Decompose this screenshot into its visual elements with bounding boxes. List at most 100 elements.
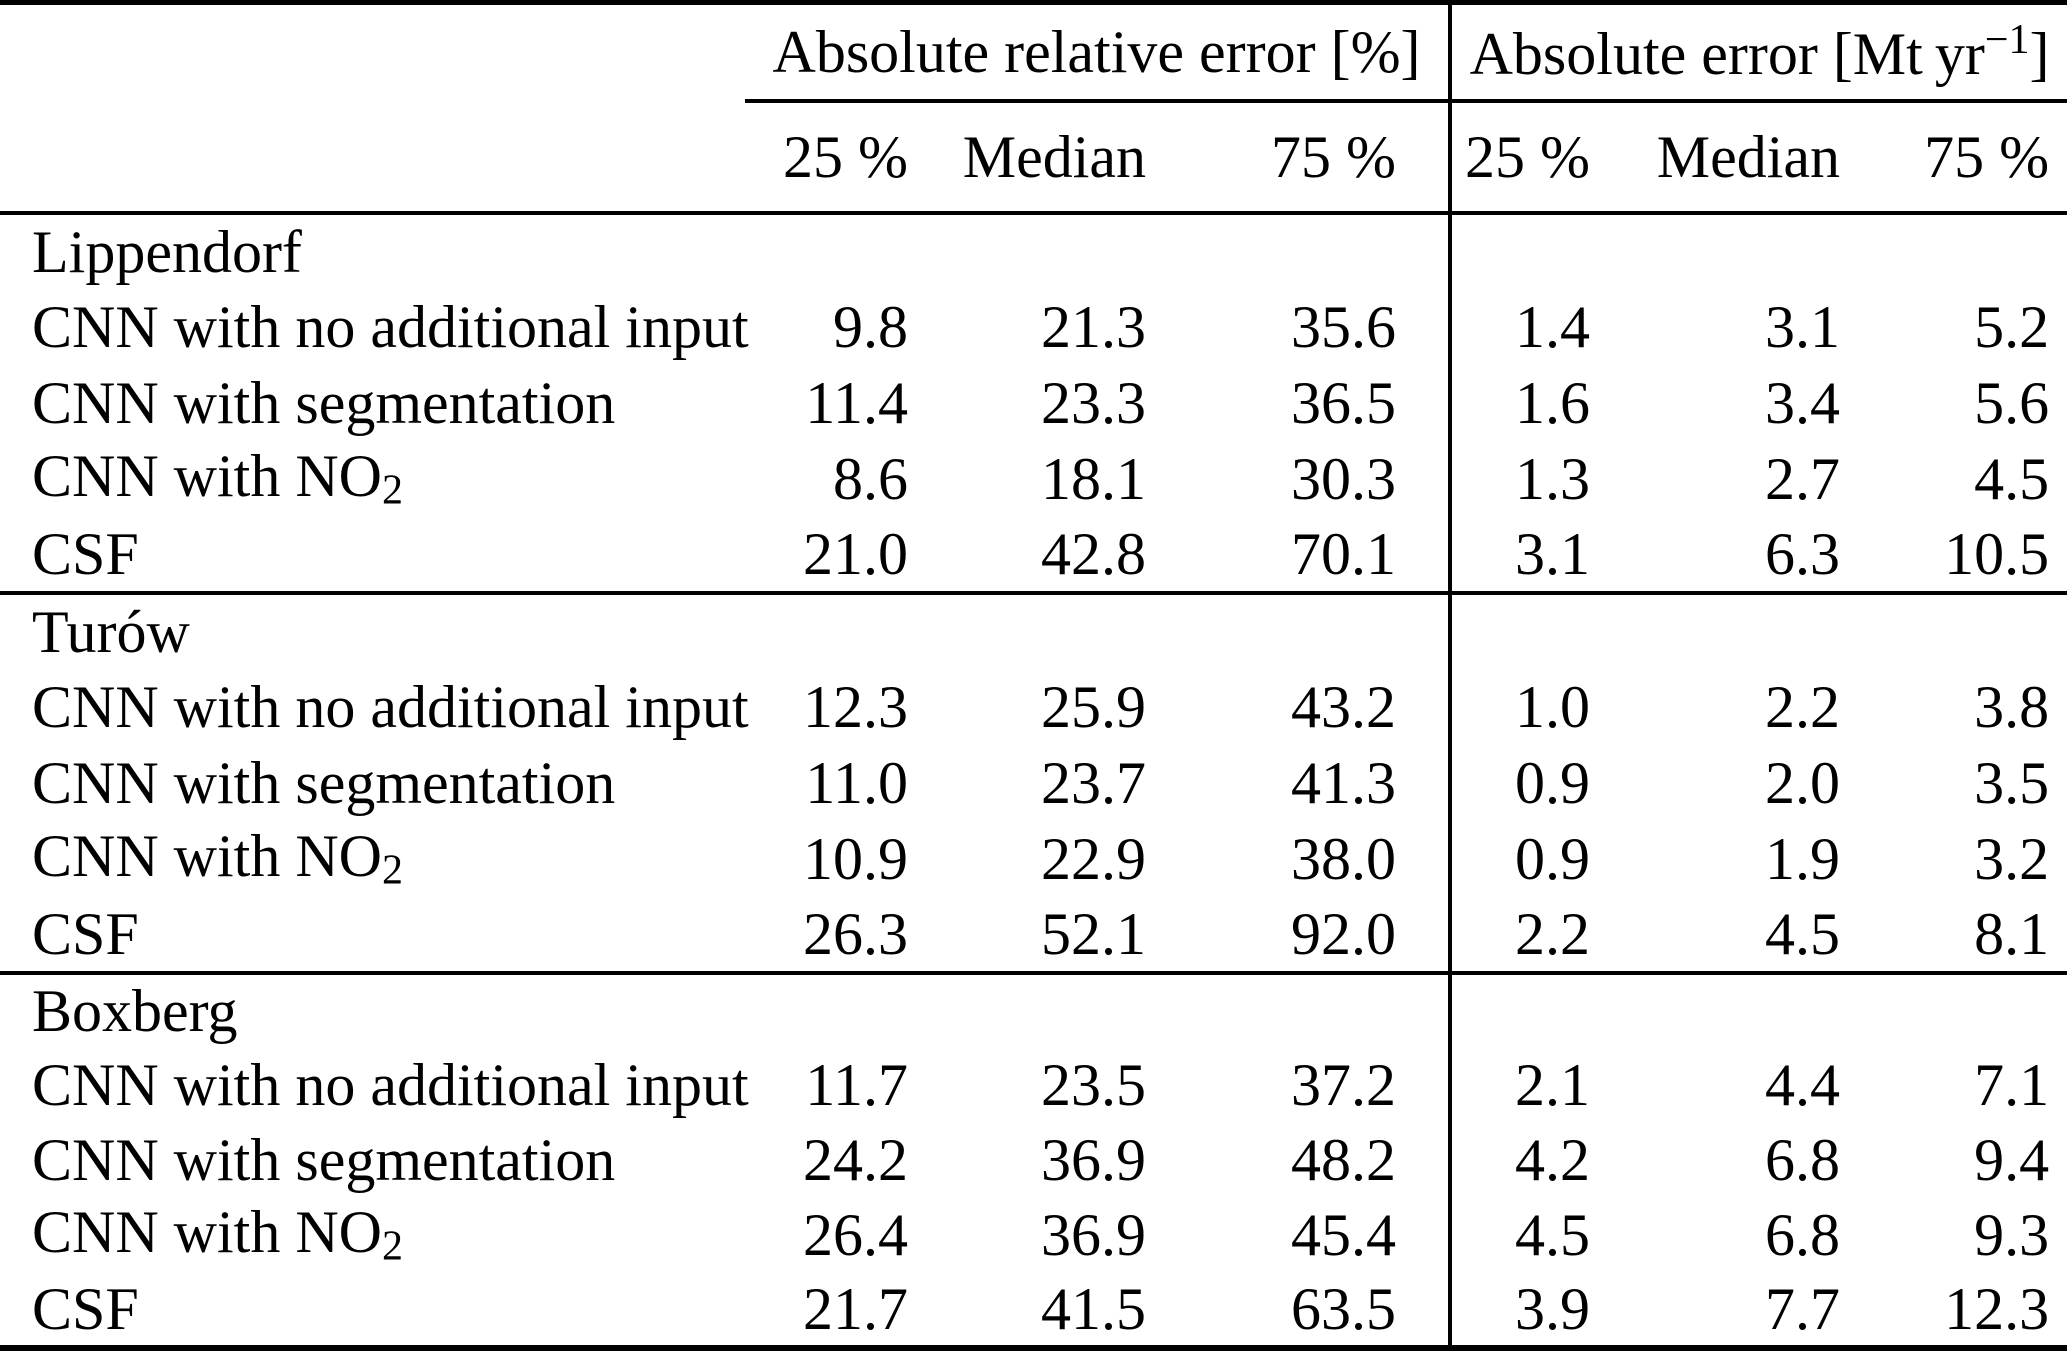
value-cell: 0.9 — [1448, 820, 1596, 897]
relative-error-group-title: Absolute relative error [%] — [772, 18, 1421, 85]
value-cell: 41.5 — [1041, 1275, 1146, 1342]
table-row: CNN with NO2 10.9 22.9 38.0 0.9 1.9 3.2 — [0, 820, 2067, 897]
value-cell: 1.3 — [1448, 440, 1596, 517]
row-label: CNN with no additional input — [32, 293, 749, 360]
row-label: CSF — [0, 896, 745, 975]
value-cell: 7.7 — [1765, 1275, 1841, 1342]
chemical-subscript: 2 — [382, 847, 404, 894]
value-cell: 26.4 — [803, 1202, 908, 1268]
empty-value-cell — [1595, 593, 1845, 669]
empty-value-cell — [1150, 213, 1450, 289]
subheader-row: 25 % Median 75 % 25 % Median 75 % — [0, 100, 2067, 215]
value-cell: 25.9 — [1041, 673, 1146, 740]
subheader-rel-25pct: 25 % — [745, 100, 920, 215]
table-row: CSF 26.3 52.1 92.0 2.2 4.5 8.1 — [0, 896, 2067, 975]
table-row: CSF 21.0 42.8 70.1 3.1 6.3 10.5 — [0, 516, 2067, 595]
table-row: CNN with segmentation 11.0 23.7 41.3 0.9 2.0 3… — [0, 744, 2067, 821]
table-row: CNN with no additional input 12.3 25.9 43.2… — [0, 668, 2067, 745]
subheader-abs-25pct: 25 % — [1448, 100, 1596, 215]
empty-value-cell — [1845, 593, 2067, 669]
section-header-row: Turów — [0, 592, 2067, 669]
subheader-abs-median: Median — [1595, 100, 1846, 215]
value-cell: 11.0 — [805, 749, 908, 816]
value-cell: 4.5 — [1448, 1197, 1596, 1273]
empty-value-cell — [1150, 973, 1450, 1048]
value-cell: 7.1 — [1974, 1052, 2050, 1118]
row-label: CNN with segmentation — [32, 1127, 616, 1193]
value-cell: 1.9 — [1765, 825, 1841, 892]
unit-superscript: −1 — [1984, 17, 2030, 64]
value-cell: 2.0 — [1765, 749, 1841, 816]
table-row: CNN with no additional input 11.7 23.5 37.2… — [0, 1047, 2067, 1123]
value-cell: 12.3 — [803, 673, 908, 740]
empty-label-cell — [0, 100, 745, 215]
empty-value-cell — [745, 973, 920, 1048]
value-cell: 9.4 — [1974, 1127, 2050, 1193]
value-cell: 9.3 — [1974, 1202, 2050, 1268]
value-cell: 4.5 — [1595, 896, 1846, 975]
value-cell: 3.9 — [1448, 1272, 1596, 1348]
value-cell: 9.8 — [833, 293, 908, 360]
value-cell: 11.4 — [805, 369, 908, 436]
empty-value-cell — [1448, 592, 1596, 669]
table-row: CNN with no additional input 9.8 21.3 35.6 1… — [0, 288, 2067, 365]
column-group-header-row: Absolute relative error [%] Absolute err… — [0, 2, 2067, 103]
value-cell: 21.0 — [745, 516, 920, 595]
row-label: CNN with no additional input — [32, 673, 749, 740]
row-label: CNN with NO2 — [32, 1199, 404, 1270]
value-cell: 8.1 — [1845, 896, 2067, 975]
section-header-row: Lippendorf — [0, 212, 2067, 289]
value-cell: 23.3 — [1041, 369, 1146, 436]
empty-corner-cell — [0, 3, 745, 101]
absolute-error-group-title: Absolute error [Mt yr−1] — [1469, 17, 2050, 88]
value-cell: 30.3 — [1291, 445, 1397, 512]
value-cell: 37.2 — [1291, 1052, 1397, 1118]
value-cell: 4.4 — [1765, 1052, 1841, 1118]
value-cell: 4.2 — [1448, 1122, 1596, 1198]
empty-value-cell — [1845, 213, 2067, 289]
empty-value-cell — [1595, 213, 1845, 289]
column-group-relative-error: Absolute relative error [%] — [745, 2, 1451, 103]
value-cell: 3.4 — [1765, 369, 1841, 436]
value-cell: 42.8 — [920, 516, 1150, 595]
empty-value-cell — [1595, 973, 1845, 1048]
chemical-subscript: 2 — [382, 1223, 404, 1270]
value-cell: 26.3 — [745, 896, 920, 975]
subheader-rel-median: Median — [920, 100, 1150, 215]
table-row: CNN with segmentation 24.2 36.9 48.2 4.2 6.8 9… — [0, 1122, 2067, 1198]
value-cell: 35.6 — [1291, 293, 1397, 360]
row-label: CNN with segmentation — [32, 749, 616, 816]
value-cell: 23.5 — [1041, 1052, 1146, 1118]
empty-value-cell — [1845, 973, 2067, 1048]
value-cell: 8.6 — [833, 445, 908, 512]
value-cell: 48.2 — [1291, 1127, 1397, 1193]
value-cell: 5.6 — [1974, 369, 2050, 436]
value-cell: 38.0 — [1291, 825, 1397, 892]
value-cell: 5.2 — [1974, 293, 2050, 360]
subheader-abs-75pct: 75 % — [1845, 100, 2067, 215]
value-cell: 3.2 — [1974, 825, 2050, 892]
value-cell: 4.5 — [1974, 445, 2050, 512]
empty-value-cell — [745, 593, 920, 669]
value-cell: 6.8 — [1765, 1127, 1841, 1193]
value-cell: 3.1 — [1448, 516, 1596, 595]
value-cell: 1.6 — [1448, 364, 1596, 441]
empty-value-cell — [920, 213, 1150, 289]
row-label: CNN with NO2 — [32, 822, 404, 894]
value-cell: 36.9 — [1041, 1127, 1146, 1193]
value-cell: 43.2 — [1291, 673, 1397, 740]
section-name: Boxberg — [32, 978, 238, 1044]
value-cell: 52.1 — [920, 896, 1150, 975]
table-row: CSF 21.7 41.5 63.5 3.9 7.7 12.3 — [0, 1272, 2067, 1348]
value-cell: 6.3 — [1595, 516, 1846, 595]
row-label: CNN with NO2 — [32, 442, 404, 514]
results-table-body: Lippendorf CNN with no additional input 9.… — [0, 212, 2067, 1348]
value-cell: 3.8 — [1974, 673, 2050, 740]
value-cell: 36.5 — [1291, 369, 1397, 436]
row-label: CSF — [32, 1275, 139, 1342]
empty-value-cell — [1448, 972, 1596, 1048]
value-cell: 21.7 — [803, 1275, 908, 1342]
value-cell: 1.4 — [1448, 288, 1596, 365]
empty-value-cell — [1448, 212, 1596, 289]
